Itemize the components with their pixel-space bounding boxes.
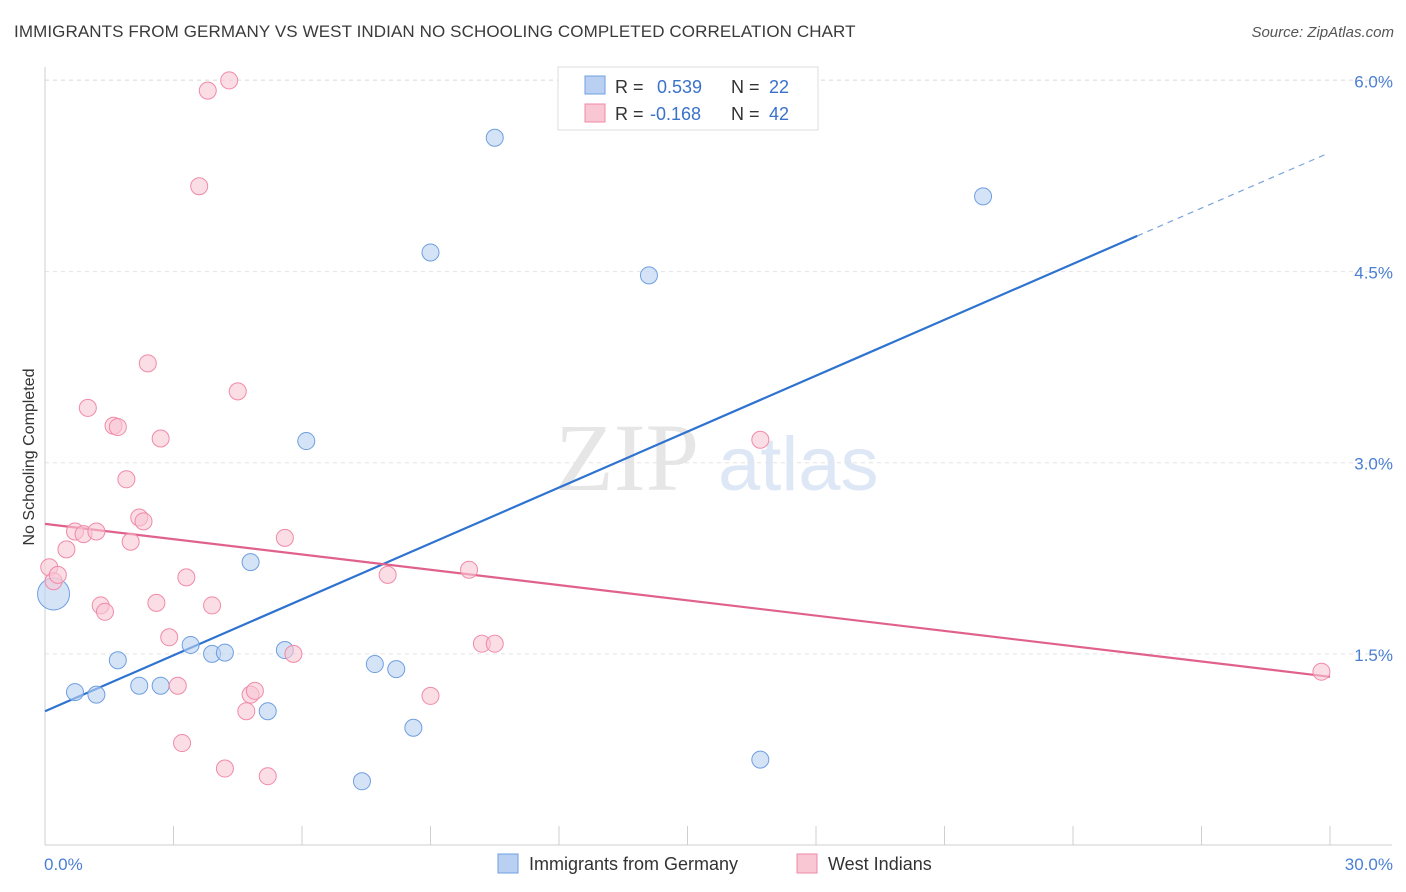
- point-series0-4: [130, 676, 149, 695]
- point-series1-12: [117, 470, 136, 489]
- point-series1-3: [57, 540, 76, 559]
- trend-line-germany-extension: [1137, 153, 1326, 237]
- legend-swatch-germany: [584, 75, 606, 95]
- point-series0-5: [151, 676, 170, 695]
- point-series1-36: [421, 686, 440, 705]
- legend-n-value-2: 42: [769, 104, 789, 124]
- point-series0-14: [365, 655, 384, 674]
- watermark-atlas: atlas: [718, 422, 879, 507]
- x-tick-label-1: 30.0%: [1345, 855, 1393, 874]
- tick-labels: 1.5% 3.0% 4.5% 6.0% 0.0% 30.0%: [44, 72, 1393, 874]
- y-tick-label-1: 3.0%: [1354, 455, 1393, 474]
- x-tick-label-0: 0.0%: [44, 855, 83, 874]
- legend-r-label-2: R =: [615, 104, 644, 124]
- point-series1-22: [177, 568, 196, 587]
- legend-swatch-west-indians: [584, 103, 606, 123]
- point-series0-13: [352, 772, 371, 791]
- trend-lines: [44, 153, 1331, 713]
- bottom-legend-swatch-west-indians: [796, 853, 818, 874]
- point-series1-28: [228, 382, 247, 401]
- point-series1-7: [87, 522, 106, 541]
- data-points: [37, 71, 1331, 791]
- point-series1-39: [485, 634, 504, 653]
- point-series0-2: [87, 685, 106, 704]
- point-series1-9: [95, 602, 114, 621]
- bottom-legend-swatch-germany: [497, 853, 519, 874]
- point-series1-40: [751, 430, 770, 449]
- y-tick-label-0: 1.5%: [1354, 646, 1393, 665]
- point-series1-13: [121, 532, 140, 551]
- y-tick-label-3: 6.0%: [1354, 72, 1393, 91]
- legend-r-label-1: R =: [615, 77, 644, 97]
- y-tick-label-2: 4.5%: [1354, 264, 1393, 283]
- point-series1-34: [284, 644, 303, 663]
- trend-line-germany: [44, 234, 1138, 713]
- y-axis-label: No Schooling Completed: [21, 369, 38, 546]
- bottom-legend-label-west-indians: West Indians: [828, 854, 932, 874]
- point-series1-19: [160, 628, 179, 647]
- point-series0-3: [108, 651, 127, 670]
- point-series1-2: [48, 565, 67, 584]
- point-series0-19: [639, 266, 658, 285]
- point-series1-27: [220, 71, 239, 90]
- point-series0-17: [421, 243, 440, 262]
- point-series1-18: [151, 429, 170, 448]
- point-series0-15: [387, 660, 406, 679]
- point-series0-10: [258, 702, 277, 721]
- point-series1-17: [147, 593, 166, 612]
- point-series1-32: [258, 767, 277, 786]
- point-series1-21: [173, 734, 192, 753]
- chart-title: IMMIGRANTS FROM GERMANY VS WEST INDIAN N…: [14, 22, 856, 41]
- point-series0-18: [485, 128, 504, 147]
- point-series1-20: [168, 676, 187, 695]
- point-series0-12: [297, 432, 316, 451]
- trend-line-west-indians: [44, 522, 1331, 678]
- legend-n-value-1: 22: [769, 77, 789, 97]
- point-series1-16: [138, 354, 157, 373]
- point-series0-6: [181, 635, 200, 654]
- point-series0-16: [404, 718, 423, 737]
- source-label: Source: ZipAtlas.com: [1251, 24, 1394, 41]
- point-series1-41: [1312, 662, 1331, 681]
- point-series0-8: [215, 643, 234, 662]
- point-series0-9: [241, 553, 260, 572]
- legend-r-value-2: -0.168: [650, 104, 701, 124]
- bottom-legend-label-germany: Immigrants from Germany: [529, 854, 738, 874]
- point-series0-1: [65, 683, 84, 702]
- legend-n-label-2: N =: [731, 104, 760, 124]
- point-series1-15: [134, 512, 153, 531]
- point-series1-37: [460, 560, 479, 579]
- top-legend: R = 0.539 N = 22 R = -0.168 N = 42: [557, 66, 819, 131]
- legend-r-value-1: 0.539: [657, 77, 702, 97]
- axes: [44, 67, 1392, 846]
- point-series1-26: [215, 759, 234, 778]
- point-series1-31: [245, 681, 264, 700]
- point-series1-33: [275, 528, 294, 547]
- point-series0-20: [751, 750, 770, 769]
- point-series0-21: [974, 187, 993, 206]
- point-series1-23: [190, 177, 209, 196]
- point-series1-25: [203, 596, 222, 615]
- point-series1-35: [378, 565, 397, 584]
- point-series1-24: [198, 81, 217, 100]
- legend-n-label-1: N =: [731, 77, 760, 97]
- point-series1-11: [108, 418, 127, 437]
- bottom-legend: Immigrants from Germany West Indians: [497, 853, 932, 874]
- point-series1-29: [237, 702, 256, 721]
- point-series1-6: [78, 398, 97, 417]
